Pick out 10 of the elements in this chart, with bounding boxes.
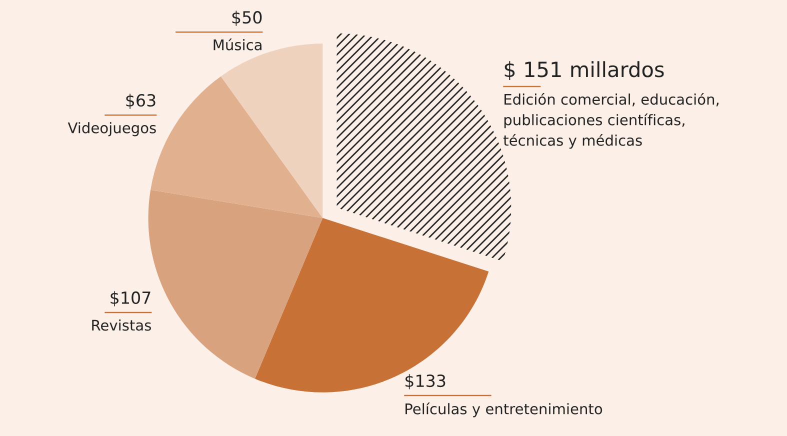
slice-label: Videojuegos bbox=[68, 122, 156, 136]
data-label: $107 bbox=[110, 291, 150, 306]
data-label: $ 151 millardos bbox=[504, 61, 664, 80]
data-label: $63 bbox=[126, 94, 156, 109]
slice-label: Revistas bbox=[92, 319, 152, 331]
slice-label: Música bbox=[214, 38, 262, 50]
slice-label: Edición comercial, educación, publicaciones científicas, técnicas y médicas bbox=[503, 92, 718, 149]
slice-label: Películas y entretenimiento bbox=[406, 402, 602, 418]
data-label: $133 bbox=[405, 374, 446, 390]
data-label: $50 bbox=[232, 10, 262, 26]
